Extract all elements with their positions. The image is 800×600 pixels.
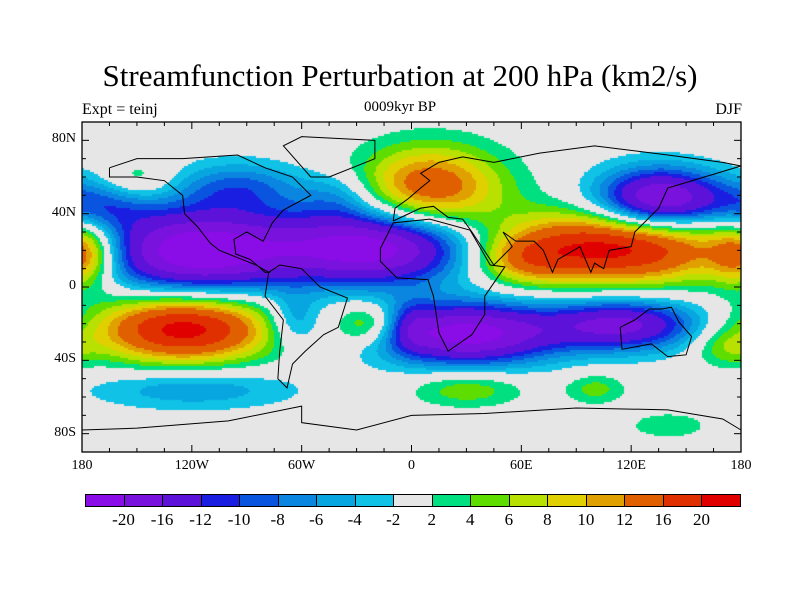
colorbar-label: 16 xyxy=(654,510,672,529)
colorbar-box xyxy=(123,494,164,507)
colorbar-label: 6 xyxy=(504,510,514,529)
colorbar-label: -4 xyxy=(347,510,362,529)
colorbar-label: 10 xyxy=(577,510,595,529)
coastline xyxy=(108,154,312,273)
colorbar-box xyxy=(239,494,279,507)
colorbar-box xyxy=(316,494,356,507)
coastline xyxy=(379,218,506,352)
colorbar-box xyxy=(162,494,202,507)
colorbar-label: 8 xyxy=(543,510,552,529)
coastline xyxy=(264,264,349,389)
lon-label: 120E xyxy=(616,458,646,473)
map-frame xyxy=(81,121,742,453)
coastline xyxy=(282,136,376,178)
colorbar-box xyxy=(200,494,241,507)
colorbar-label: 2 xyxy=(427,510,437,529)
colorbar-box xyxy=(508,494,549,507)
lat-label: 0 xyxy=(69,278,76,293)
experiment-label: Expt = teinj xyxy=(82,101,158,118)
colorbar-label: -2 xyxy=(386,510,401,529)
lon-label: 60E xyxy=(510,458,533,473)
plot-title: Streamfunction Perturbation at 200 hPa (… xyxy=(102,58,698,93)
colorbar-box xyxy=(277,494,318,507)
lat-label: 80S xyxy=(54,424,76,440)
colorbar-box xyxy=(624,494,664,507)
colorbar-label: -8 xyxy=(270,510,285,529)
contour-map xyxy=(82,122,741,452)
colorbar-label: -20 xyxy=(112,510,135,529)
colorbar-box xyxy=(354,494,395,507)
lon-label: 60W xyxy=(288,458,316,473)
lat-label: 40S xyxy=(54,351,76,367)
colorbar-box xyxy=(701,494,741,507)
colorbar-label: -12 xyxy=(189,510,212,529)
colorbar-box xyxy=(547,494,587,507)
colorbar-box xyxy=(470,494,510,507)
lon-label: 0 xyxy=(408,458,415,473)
coastline xyxy=(619,306,693,358)
coastline xyxy=(81,405,742,431)
colorbar-label: 4 xyxy=(466,510,475,529)
lon-label: 120W xyxy=(174,458,209,473)
lon-label: 180 xyxy=(71,458,93,473)
lat-label: 80N xyxy=(51,131,76,147)
colorbar-label: -10 xyxy=(227,510,251,529)
time-label: 0009kyr BP xyxy=(363,99,437,115)
colorbar-label: -6 xyxy=(309,510,324,529)
colorbar-label: -16 xyxy=(150,510,174,529)
coastline xyxy=(392,145,742,274)
lat-label: 40N xyxy=(51,204,76,220)
colorbar-label: 12 xyxy=(615,510,633,529)
colorbar-box xyxy=(393,494,433,507)
colorbar-box xyxy=(585,494,626,507)
colorbar-label: 20 xyxy=(692,510,710,529)
colorbar-box xyxy=(85,494,125,507)
season-label: DJF xyxy=(715,101,742,118)
lon-label: 180 xyxy=(730,458,752,473)
colorbar-box xyxy=(662,494,703,507)
colorbar-box xyxy=(431,494,472,507)
